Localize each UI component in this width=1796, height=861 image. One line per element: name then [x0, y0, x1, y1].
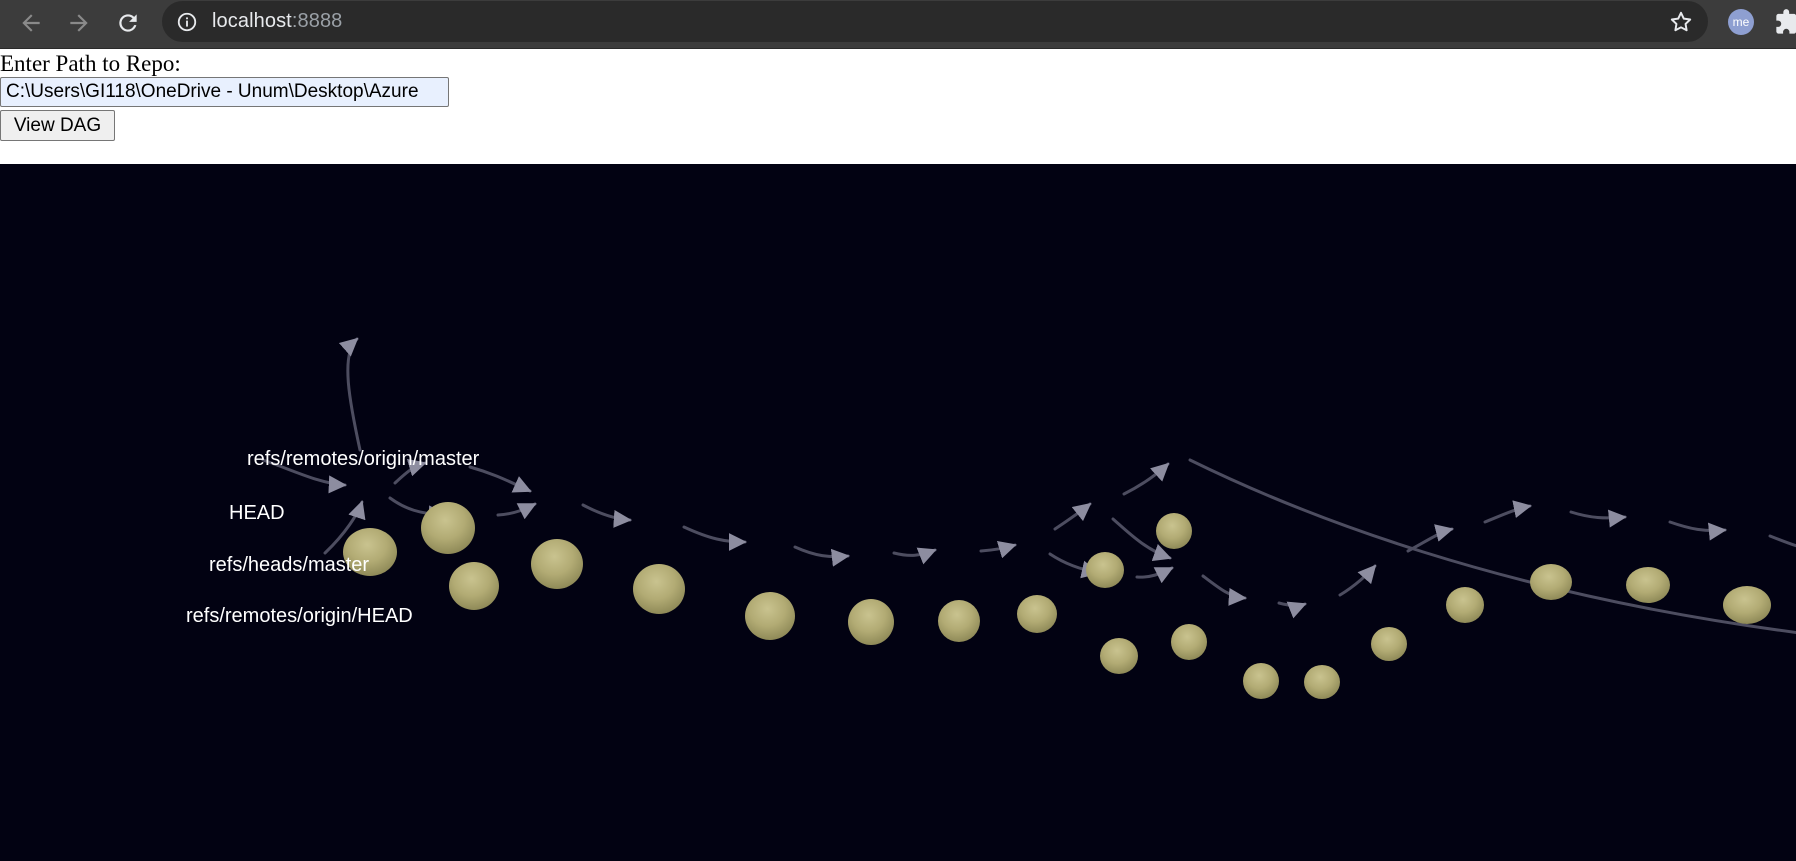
dag-edge	[323, 500, 366, 555]
commit-node[interactable]	[531, 539, 583, 589]
arrow-right-icon	[70, 14, 88, 32]
commit-node[interactable]	[1243, 663, 1279, 699]
commit-node[interactable]	[1171, 624, 1207, 660]
dag-edge	[1122, 462, 1170, 496]
dag-edge	[468, 465, 532, 493]
dag-edge	[1053, 502, 1092, 531]
dag-edge	[1135, 566, 1174, 584]
commit-node[interactable]	[1304, 665, 1340, 699]
ref-labels: refs/remotes/origin/master HEAD refs/hea…	[186, 448, 480, 627]
dag-edge	[1188, 458, 1796, 634]
commit-node[interactable]	[449, 562, 499, 610]
dag-edges	[261, 337, 1796, 634]
view-dag-button[interactable]: View DAG	[0, 110, 115, 141]
reload-icon	[119, 14, 137, 32]
profile-avatar[interactable]: me	[1728, 9, 1754, 35]
dag-edge	[1338, 564, 1377, 597]
commit-node[interactable]	[938, 600, 980, 642]
star-icon[interactable]	[1668, 9, 1694, 35]
dag-edge	[979, 541, 1017, 559]
dag-edge	[1277, 601, 1307, 619]
url-host: localhost	[212, 10, 292, 32]
commit-node[interactable]	[848, 599, 894, 645]
forward-button[interactable]	[62, 6, 96, 40]
dag-edge	[682, 525, 747, 551]
dag-edge	[393, 459, 427, 485]
commit-node[interactable]	[1626, 567, 1670, 603]
dag-graph[interactable]: refs/remotes/origin/master HEAD refs/hea…	[0, 164, 1796, 861]
commit-node[interactable]	[1371, 627, 1407, 661]
back-button[interactable]	[14, 6, 48, 40]
address-bar[interactable]: localhost:8888	[162, 1, 1708, 42]
commit-node[interactable]	[1446, 587, 1484, 623]
repo-path-label: Enter Path to Repo:	[0, 51, 181, 76]
dag-edge	[261, 458, 347, 494]
dag-edge	[496, 502, 537, 520]
commit-node[interactable]	[1017, 595, 1057, 633]
dag-canvas[interactable]: refs/remotes/origin/master HEAD refs/hea…	[0, 164, 1796, 861]
commit-node[interactable]	[1156, 513, 1192, 549]
dag-edge	[1768, 534, 1796, 548]
repo-path-input[interactable]	[0, 77, 449, 107]
commit-node[interactable]	[421, 502, 475, 554]
arrow-left-icon	[22, 14, 40, 32]
dag-edge	[338, 337, 362, 452]
repo-form: Enter Path to Repo: View DAG	[0, 49, 1796, 164]
commit-node[interactable]	[1100, 638, 1138, 674]
reload-button[interactable]	[111, 6, 145, 40]
url-port: :8888	[291, 10, 343, 32]
commit-node[interactable]	[1530, 564, 1572, 600]
ref-label-remotes-origin-head: refs/remotes/origin/HEAD	[186, 605, 413, 627]
ref-label-head: HEAD	[229, 502, 285, 524]
dag-edge	[1668, 520, 1727, 541]
commit-node[interactable]	[1723, 586, 1771, 624]
puzzle-icon[interactable]	[1774, 8, 1796, 36]
commit-node[interactable]	[1086, 552, 1124, 588]
dag-edge	[1111, 517, 1172, 561]
commit-node[interactable]	[745, 592, 795, 640]
dag-edge	[1483, 500, 1532, 524]
dag-nodes[interactable]	[343, 502, 1771, 699]
ref-label-remotes-origin-master: refs/remotes/origin/master	[247, 448, 480, 470]
dag-edge	[1201, 574, 1247, 606]
url-text: localhost:8888	[212, 10, 342, 33]
dag-edge	[892, 547, 937, 565]
info-icon[interactable]	[176, 11, 198, 33]
commit-node[interactable]	[633, 564, 685, 614]
browser-toolbar: localhost:8888 me	[0, 0, 1796, 49]
ref-label-heads-master: refs/heads/master	[209, 554, 369, 576]
dag-edge	[793, 545, 850, 567]
commit-node[interactable]	[343, 528, 397, 576]
dag-edge	[1569, 509, 1627, 528]
dag-edge	[581, 503, 632, 528]
